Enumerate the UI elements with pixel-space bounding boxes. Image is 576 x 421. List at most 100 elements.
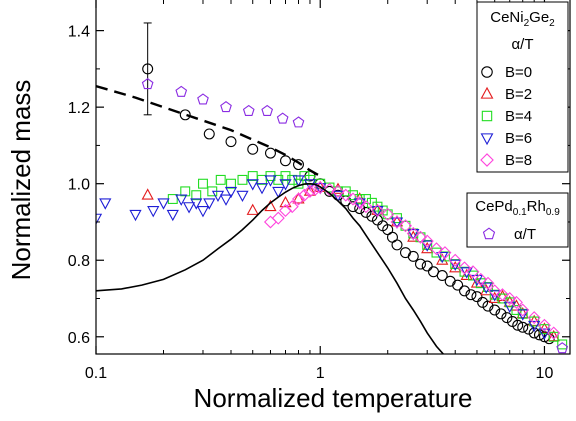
data-point bbox=[471, 291, 483, 303]
data-point bbox=[291, 192, 305, 206]
data-point bbox=[436, 270, 448, 282]
data-point bbox=[236, 190, 249, 203]
data-point bbox=[470, 274, 484, 287]
data-point bbox=[285, 200, 299, 214]
data-point bbox=[180, 186, 191, 197]
data-point bbox=[175, 194, 188, 206]
data-point bbox=[516, 309, 529, 321]
data-point bbox=[147, 206, 160, 218]
solid-curve bbox=[96, 182, 445, 354]
data-point bbox=[297, 188, 311, 202]
plot-area bbox=[96, 22, 569, 354]
data-point bbox=[264, 175, 277, 187]
data-point bbox=[264, 147, 276, 159]
data-point bbox=[292, 175, 305, 187]
data-point bbox=[353, 196, 367, 210]
plot-frame bbox=[95, 0, 571, 355]
data-point bbox=[191, 190, 202, 201]
data-point bbox=[381, 207, 395, 221]
data-point bbox=[203, 128, 215, 140]
data-point bbox=[255, 183, 269, 195]
data-point bbox=[339, 188, 353, 202]
data-point bbox=[391, 239, 403, 251]
data-point bbox=[488, 291, 501, 303]
data-point bbox=[503, 292, 517, 306]
data-point bbox=[196, 206, 210, 218]
legend-subtitle: α/T bbox=[511, 36, 533, 53]
series-pentagon bbox=[141, 78, 569, 354]
data-point bbox=[420, 234, 434, 248]
data-point bbox=[466, 265, 480, 279]
data-point bbox=[488, 284, 502, 298]
x-tick-label: 1 bbox=[316, 365, 325, 382]
data-point bbox=[219, 194, 233, 206]
data-point bbox=[225, 136, 237, 148]
y-axis-label: Normalized mass bbox=[6, 80, 36, 281]
data-point bbox=[548, 331, 559, 342]
data-point bbox=[474, 272, 488, 286]
data-point bbox=[547, 326, 561, 340]
legend-label: B=0 bbox=[505, 64, 532, 81]
y-tick-label: 1.2 bbox=[68, 100, 90, 117]
data-point bbox=[96, 213, 103, 226]
data-point bbox=[280, 155, 291, 167]
data-point bbox=[237, 174, 248, 185]
data-point bbox=[436, 253, 449, 265]
data-point bbox=[370, 203, 384, 217]
legend-title: CeNi2Ge2 bbox=[490, 9, 555, 29]
legend-label: B=2 bbox=[505, 86, 532, 103]
legend-box-cepdrh bbox=[466, 192, 569, 248]
data-point bbox=[175, 85, 188, 97]
data-point bbox=[407, 250, 419, 262]
data-point bbox=[414, 258, 426, 270]
series-diamond bbox=[263, 181, 561, 340]
data-point bbox=[517, 321, 529, 333]
data-point bbox=[481, 276, 495, 290]
data-point bbox=[348, 190, 358, 201]
data-point bbox=[346, 192, 360, 206]
legend: CeNi2Ge2 α/T B=0 B=2 B=4 B=6 B=8 CePd0.1Rh0.9 α/… bbox=[466, 1, 569, 248]
data-point bbox=[247, 143, 259, 155]
data-point bbox=[496, 288, 509, 302]
data-point bbox=[527, 311, 541, 325]
data-point bbox=[371, 203, 384, 215]
legend-marker bbox=[482, 227, 496, 240]
data-point bbox=[157, 198, 170, 210]
data-point bbox=[276, 112, 289, 124]
data-point bbox=[449, 259, 462, 271]
legend-marker bbox=[480, 153, 494, 167]
y-tick-label: 0.6 bbox=[68, 330, 90, 347]
data-point bbox=[556, 342, 569, 354]
data-point bbox=[99, 198, 112, 210]
y-tick-label: 1.4 bbox=[68, 24, 90, 41]
legend-label: α/T bbox=[514, 226, 536, 243]
x-tick-label: 10 bbox=[536, 365, 554, 382]
data-point bbox=[557, 339, 568, 350]
legend-marker bbox=[480, 86, 494, 99]
data-point bbox=[179, 109, 191, 121]
data-point bbox=[386, 231, 398, 243]
data-point bbox=[292, 116, 305, 128]
data-point bbox=[516, 303, 530, 317]
data-point bbox=[458, 261, 472, 275]
data-point bbox=[390, 215, 404, 229]
data-point bbox=[371, 206, 384, 218]
data-point bbox=[452, 279, 464, 291]
data-point bbox=[246, 203, 259, 215]
data-point bbox=[448, 253, 462, 267]
data-point bbox=[482, 300, 494, 312]
data-point bbox=[459, 285, 470, 297]
data-point bbox=[465, 289, 477, 301]
data-point bbox=[220, 101, 232, 113]
data-point bbox=[390, 215, 404, 227]
data-point bbox=[421, 240, 434, 252]
data-point bbox=[421, 241, 434, 254]
data-point bbox=[280, 171, 291, 182]
data-point bbox=[278, 203, 292, 217]
data-point bbox=[429, 242, 443, 256]
data-point bbox=[495, 308, 507, 320]
data-point bbox=[242, 104, 255, 116]
data-point bbox=[366, 197, 377, 208]
data-point bbox=[303, 184, 317, 198]
